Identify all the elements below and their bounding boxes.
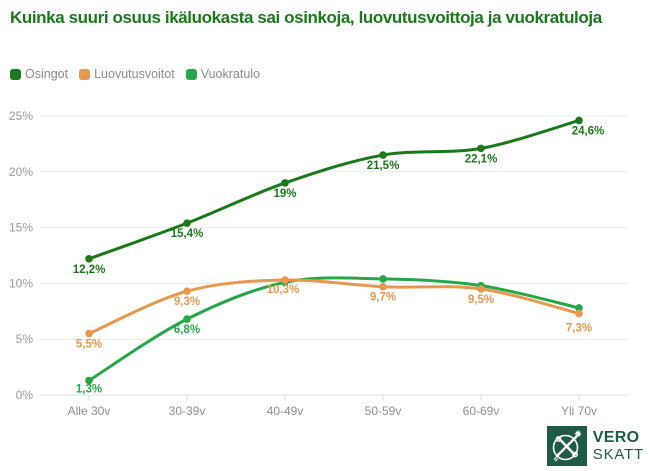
y-axis-tick-label: 25% <box>9 109 33 123</box>
data-label-luovutusvoitot: 9,3% <box>174 296 200 308</box>
data-label-vuokratulo: 1,3% <box>76 383 102 395</box>
data-label-luovutusvoitot: 9,7% <box>370 292 396 304</box>
data-label-osingot: 22,1% <box>465 153 498 165</box>
logo-wordmark: VERO SKATT <box>593 429 644 463</box>
data-label-osingot: 15,4% <box>171 228 204 240</box>
data-label-luovutusvoitot: 9,5% <box>468 294 494 306</box>
series-line-luovutusvoitot <box>87 278 581 336</box>
legend-swatch-luovutusvoitot-icon <box>79 68 91 80</box>
data-label-luovutusvoitot: 5,5% <box>76 339 102 351</box>
y-axis-tick-label: 0% <box>16 388 34 402</box>
chart-title: Kuinka suuri osuus ikäluokasta sai osink… <box>10 8 602 27</box>
x-axis-tick-label: Yli 70v <box>561 404 597 418</box>
legend-swatch-osingot-icon <box>10 68 21 80</box>
data-label-vuokratulo: 6,8% <box>174 324 200 336</box>
data-point-vuokratulo <box>183 315 191 323</box>
legend-label-osingot: Osingot <box>25 67 69 81</box>
verohallinto-logo: VERO SKATT <box>546 426 644 466</box>
vero-emblem-icon <box>546 426 587 466</box>
data-point-luovutusvoitot <box>281 276 289 284</box>
logo-text-skatt: SKATT <box>592 446 644 463</box>
data-label-osingot: 12,2% <box>73 264 106 276</box>
data-point-luovutusvoitot <box>477 285 485 293</box>
legend-label-luovutusvoitot: Luovutusvoitot <box>94 67 175 81</box>
data-point-luovutusvoitot <box>575 309 583 318</box>
series-line-osingot <box>87 118 581 261</box>
legend-item-vuokratulo[interactable]: Vuokratulo <box>185 67 260 81</box>
legend-label-vuokratulo: Vuokratulo <box>200 67 260 81</box>
legend-item-luovutusvoitot[interactable]: Luovutusvoitot <box>79 67 175 81</box>
data-point-luovutusvoitot <box>379 282 387 291</box>
y-axis-tick-label: 15% <box>9 221 33 235</box>
data-point-osingot <box>183 219 191 227</box>
data-point-vuokratulo <box>379 275 387 283</box>
data-point-luovutusvoitot <box>183 287 191 296</box>
data-label-luovutusvoitot: 10,3% <box>267 284 300 296</box>
y-axis-tick-label: 10% <box>9 276 33 290</box>
y-axis-tick-label: 5% <box>16 332 34 346</box>
data-point-osingot <box>281 179 289 187</box>
logo-text-vero: VERO <box>592 429 640 446</box>
y-axis-tick-label: 20% <box>9 165 33 179</box>
data-label-osingot: 24,6% <box>572 125 605 137</box>
legend-item-osingot[interactable]: Osingot <box>10 67 68 81</box>
series-line-vuokratulo <box>87 276 581 382</box>
data-point-osingot <box>477 144 485 153</box>
chart-legend: Osingot Luovutusvoitot Vuokratulo <box>10 67 260 81</box>
x-axis-tick-label: 50-59v <box>365 404 402 418</box>
legend-swatch-vuokratulo-icon <box>185 68 197 80</box>
data-label-osingot: 19% <box>273 188 296 200</box>
data-point-osingot <box>575 116 583 125</box>
data-point-luovutusvoitot <box>85 329 93 338</box>
data-label-luovutusvoitot: 7,3% <box>566 323 592 335</box>
x-axis-tick-label: 30-39v <box>169 404 206 418</box>
data-point-osingot <box>85 255 93 263</box>
x-axis-tick-label: Alle 30v <box>68 404 111 418</box>
data-point-vuokratulo <box>575 304 583 312</box>
data-point-osingot <box>379 151 387 159</box>
data-point-vuokratulo <box>85 376 93 385</box>
x-axis-tick-label: 40-49v <box>267 404 304 418</box>
data-label-osingot: 21,5% <box>367 160 400 172</box>
x-axis-tick-label: 60-69v <box>463 404 500 418</box>
